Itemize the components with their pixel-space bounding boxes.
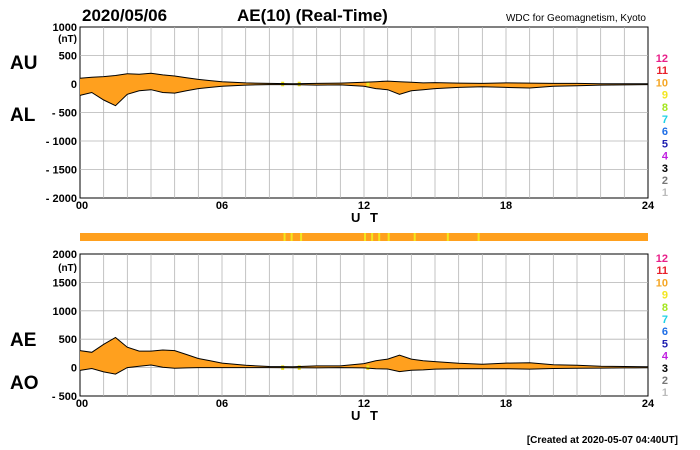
legend-item-8: 8: [662, 302, 668, 314]
chart-date: 2020/05/06: [82, 6, 167, 25]
y-tick-label: - 500: [52, 391, 77, 403]
ae-ao-area: [79, 336, 649, 375]
legend-item-1: 1: [662, 187, 668, 199]
legend-item-6: 6: [662, 126, 668, 138]
au-al-area: [79, 72, 649, 107]
legend-item-12: 12: [656, 253, 668, 265]
y-tick-label: 1500: [53, 277, 77, 289]
quiet-streak: [366, 81, 370, 87]
station-stripe: [413, 233, 416, 241]
ao-label: AO: [10, 373, 39, 394]
x-tick-label: 12: [358, 200, 370, 212]
legend-item-11: 11: [656, 65, 668, 77]
legend-item-4: 4: [662, 351, 669, 363]
ae-ao-x-label: U T: [351, 408, 381, 423]
station-stripe: [290, 233, 293, 241]
series-line-au: [79, 72, 648, 85]
chart-title: AE(10) (Real-Time): [237, 6, 388, 25]
legend-item-11: 11: [656, 265, 668, 277]
station-stripe: [477, 233, 480, 241]
station-stripe: [446, 233, 449, 241]
station-stripe: [364, 233, 366, 241]
quiet-streak: [366, 365, 370, 370]
legend-item-3: 3: [662, 163, 668, 175]
y-tick-label: - 2000: [46, 193, 77, 205]
y-tick-label: 0: [71, 363, 77, 375]
ae-ao-x-ticks: 00 06 12 18 24: [76, 398, 655, 410]
station-stripe: [300, 233, 303, 241]
legend-item-7: 7: [662, 114, 668, 126]
x-tick-label: 18: [500, 200, 512, 212]
y-tick-label: 500: [59, 51, 77, 63]
x-tick-label: 24: [642, 398, 655, 410]
legend-item-10: 10: [656, 277, 668, 289]
legend-item-9: 9: [662, 90, 668, 102]
station-stripe: [387, 233, 390, 241]
station-bar-stripes: [283, 233, 480, 241]
legend-item-9: 9: [662, 290, 668, 302]
legend-item-10: 10: [656, 77, 668, 89]
ae-label: AE: [10, 330, 36, 351]
legend-item-6: 6: [662, 326, 668, 338]
y-tick-label: 2000: [53, 249, 77, 261]
au-label: AU: [10, 53, 37, 74]
area-fill: [80, 337, 648, 375]
x-tick-label: 24: [642, 200, 655, 212]
y-tick-label: 0: [71, 79, 77, 91]
y-tick-label: - 500: [52, 108, 77, 120]
legend-item-1: 1: [662, 387, 668, 399]
legend-item-5: 5: [662, 338, 668, 350]
ae-ao-unit: (nT): [58, 263, 77, 274]
legend-item-8: 8: [662, 102, 668, 114]
created-timestamp: [Created at 2020-05-07 04:40UT]: [527, 435, 678, 446]
y-tick-label: - 1500: [46, 165, 77, 177]
y-tick-label: - 1000: [46, 136, 77, 148]
legend-item-4: 4: [662, 151, 669, 163]
x-tick-label: 18: [500, 398, 512, 410]
ae-ao-grid: [80, 254, 648, 396]
legend-item-12: 12: [656, 53, 668, 65]
al-label: AL: [10, 105, 36, 126]
x-tick-label: 12: [358, 398, 370, 410]
y-tick-label: 1000: [53, 306, 77, 318]
legend-item-7: 7: [662, 314, 668, 326]
station-stripe: [371, 233, 374, 241]
x-tick-label: 06: [216, 398, 228, 410]
au-al-x-ticks: 00 06 12 18 24: [76, 200, 655, 212]
au-al-y-ticks: 1000 500 0 - 500 - 1000 - 1500 - 2000: [46, 22, 77, 205]
y-tick-label: 1000: [53, 22, 77, 34]
series-line-al: [79, 84, 649, 107]
legend-item-5: 5: [662, 138, 668, 150]
au-al-unit: (nT): [58, 34, 77, 45]
au-al-x-label: U T: [351, 210, 381, 225]
x-tick-label: 00: [76, 398, 88, 410]
series-line-ae: [79, 336, 649, 368]
x-tick-label: 06: [216, 200, 228, 212]
legend-item-3: 3: [662, 363, 668, 375]
legend-item-2: 2: [662, 375, 668, 387]
legend-item-2: 2: [662, 175, 668, 187]
station-stripe: [283, 233, 286, 241]
ae-ao-y-ticks: 2000 1500 1000 500 0 - 500: [52, 249, 77, 403]
series-line-ao: [79, 364, 649, 375]
x-tick-label: 00: [76, 200, 88, 212]
data-source: WDC for Geomagnetism, Kyoto: [506, 13, 646, 24]
au-al-grid: [80, 27, 648, 198]
station-stripe: [378, 233, 381, 241]
y-tick-label: 500: [59, 334, 77, 346]
